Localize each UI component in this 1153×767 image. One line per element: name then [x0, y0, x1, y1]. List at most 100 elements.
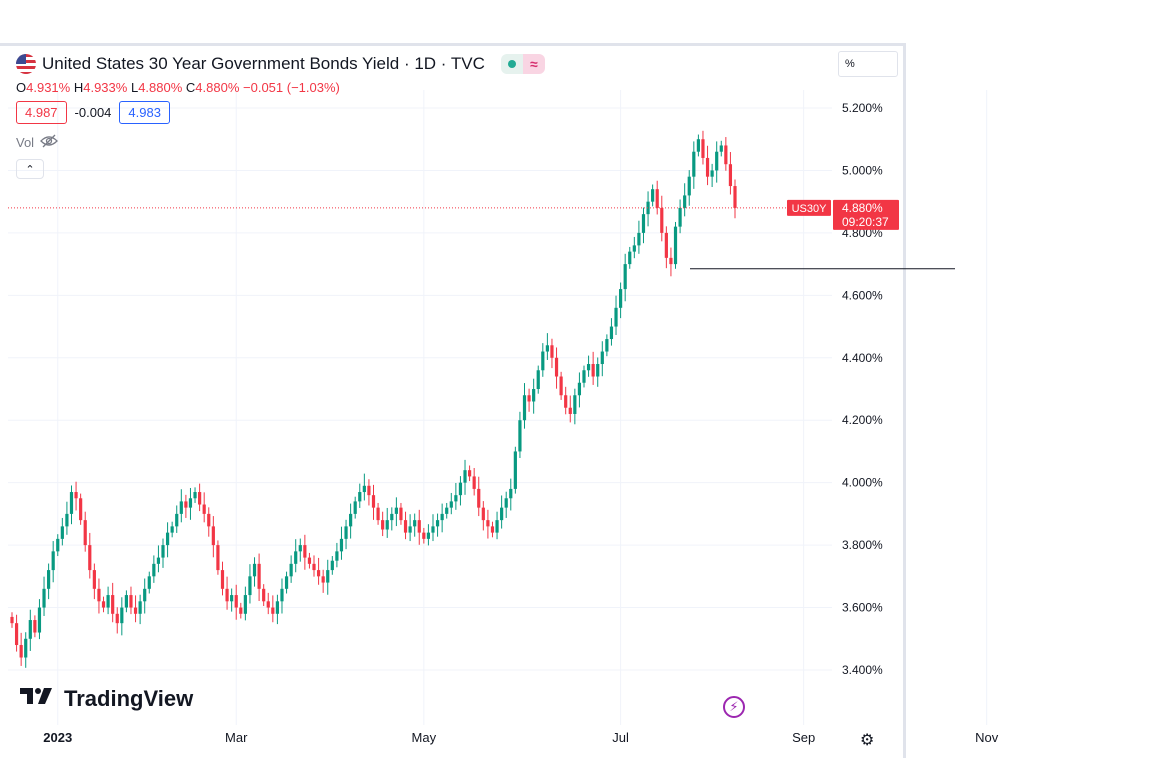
candle-body — [284, 576, 289, 589]
settings-gear-icon[interactable]: ⚙ — [860, 732, 875, 749]
candle-body — [609, 326, 614, 340]
candle-body — [225, 588, 229, 602]
candle-body — [673, 226, 678, 265]
candle-body — [111, 595, 115, 614]
scale-mode-input[interactable]: % — [838, 51, 898, 77]
candle-body — [14, 623, 19, 646]
candle-body — [463, 470, 467, 483]
candle-body — [101, 601, 106, 608]
spread-value: -0.004 — [74, 105, 112, 120]
y-tick-label: 3.800% — [842, 538, 883, 552]
symbol-legend: United States 30 Year Government Bonds Y… — [16, 54, 545, 179]
symbol-tag-label: US30Y — [792, 203, 828, 215]
candle-body — [179, 501, 183, 514]
collapse-legend-button[interactable]: ⌃ — [16, 159, 44, 179]
candle-body — [161, 545, 165, 558]
candle-body — [554, 357, 559, 377]
tradingview-mark-icon — [20, 686, 56, 712]
candle-body — [651, 189, 655, 202]
countdown-timer: 09:20:37 — [842, 215, 889, 229]
candle-body — [490, 526, 495, 533]
candle-body — [678, 207, 682, 227]
candle-body — [106, 595, 110, 608]
sell-price-button[interactable]: 4.987 — [16, 101, 67, 124]
candle-body — [289, 563, 293, 577]
candle-body — [495, 520, 499, 533]
candle-body — [33, 620, 37, 633]
candle-body — [175, 513, 179, 527]
candle-body — [660, 207, 664, 233]
candle-body — [413, 520, 417, 527]
buy-price-button[interactable]: 4.983 — [119, 101, 170, 124]
candle-body — [385, 520, 389, 530]
candle-body — [257, 563, 261, 589]
candle-body — [541, 351, 545, 371]
candle-body — [349, 513, 353, 527]
candle-body — [266, 601, 270, 608]
x-tick-label: Mar — [225, 730, 248, 745]
symbol-title[interactable]: United States 30 Year Government Bonds Y… — [42, 54, 485, 73]
candle-body — [449, 501, 453, 508]
candle-body — [129, 595, 133, 608]
x-tick-label: 2023 — [43, 730, 72, 745]
candle-body — [152, 563, 156, 577]
volume-legend[interactable]: Vol — [16, 134, 545, 151]
candle-body — [692, 151, 696, 177]
y-tick-label: 4.400% — [842, 351, 883, 365]
candle-body — [51, 551, 55, 571]
candle-body — [133, 607, 138, 614]
candle-body — [591, 364, 595, 377]
candle-body — [458, 482, 463, 496]
candle-body — [19, 645, 23, 658]
market-status-pill[interactable]: ≈ — [500, 54, 545, 74]
last-price-value: 4.880% — [842, 201, 883, 215]
candle-body — [88, 545, 92, 571]
candle-body — [522, 395, 527, 421]
candle-body — [10, 616, 14, 624]
candle-body — [600, 351, 604, 365]
candle-body — [184, 501, 188, 508]
flash-lightning-icon[interactable]: ⚡ — [723, 696, 745, 718]
candle-body — [390, 513, 394, 521]
candle-body — [628, 251, 632, 265]
candle-body — [394, 507, 398, 514]
candle-body — [477, 488, 481, 508]
candle-body — [79, 498, 83, 521]
tradingview-logo[interactable]: TradingView — [20, 686, 193, 712]
y-tick-label: 4.200% — [842, 413, 883, 427]
chart-frame — [0, 43, 906, 758]
candle-body — [83, 520, 87, 546]
candle-body — [550, 345, 554, 358]
hidden-eye-icon[interactable] — [40, 134, 58, 151]
candle-body — [198, 492, 202, 505]
candle-body — [715, 151, 719, 171]
candle-body — [202, 504, 206, 514]
candle-body — [280, 588, 284, 602]
candle-body — [504, 498, 508, 508]
candle-body — [719, 145, 723, 152]
candle-body — [518, 420, 522, 452]
candle-body — [220, 570, 225, 589]
candle-body — [69, 492, 74, 514]
candle-body — [467, 470, 472, 477]
candle-body — [47, 570, 51, 589]
candle-body — [545, 345, 549, 352]
candle-body — [431, 526, 435, 533]
candle-body — [655, 189, 659, 208]
candle-body — [687, 176, 691, 196]
change-value: −0.051 (−1.03%) — [243, 80, 340, 95]
chevron-up-icon: ⌃ — [25, 163, 35, 176]
candle-body — [559, 376, 563, 396]
candle-body — [170, 526, 174, 533]
candle-body — [408, 526, 412, 533]
candle-body — [500, 507, 504, 521]
candle-body — [74, 492, 78, 499]
candle-body — [37, 607, 42, 633]
candle-body — [367, 485, 371, 496]
candle-body — [216, 545, 220, 571]
candle-body — [632, 245, 636, 252]
candle-body — [303, 545, 307, 558]
last-price-label — [833, 199, 899, 230]
candle-body — [527, 395, 531, 402]
